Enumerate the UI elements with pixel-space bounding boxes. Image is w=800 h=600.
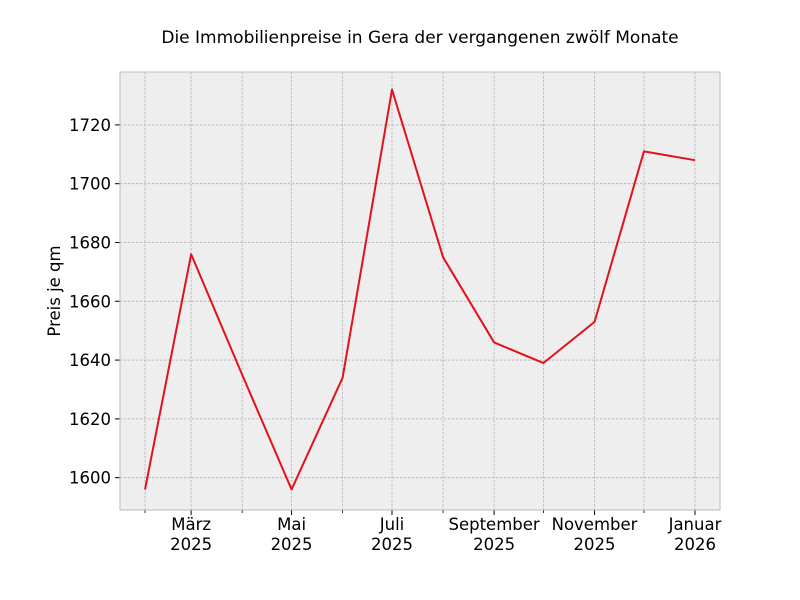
x-tick-year-label: 2026 bbox=[674, 535, 716, 554]
y-tick-label: 1660 bbox=[69, 292, 111, 311]
x-tick-year-label: 2025 bbox=[473, 535, 515, 554]
x-tick-label: Juli bbox=[379, 515, 405, 534]
x-tick-label: November bbox=[552, 515, 638, 534]
x-tick-year-label: 2025 bbox=[170, 535, 212, 554]
plot-frame bbox=[119, 71, 721, 511]
series-layer bbox=[144, 88, 696, 491]
plot-area bbox=[120, 72, 720, 510]
x-tick-label: September bbox=[448, 515, 539, 534]
y-tick-label: 1620 bbox=[69, 410, 111, 429]
x-tick-label: Mai bbox=[277, 515, 306, 534]
y-tick-label: 1600 bbox=[69, 469, 111, 488]
chart-title: Die Immobilienpreise in Gera der vergang… bbox=[161, 28, 678, 48]
x-tick-label: März bbox=[171, 515, 211, 534]
series-line bbox=[144, 88, 696, 491]
y-axis-label: Preis je qm bbox=[45, 245, 64, 336]
x-tick-label: Januar bbox=[668, 515, 722, 534]
x-tick-year-label: 2025 bbox=[574, 535, 616, 554]
x-tick-year-label: 2025 bbox=[371, 535, 413, 554]
y-tick-label: 1640 bbox=[69, 351, 111, 370]
y-tick-label: 1720 bbox=[69, 116, 111, 135]
x-tick-year-label: 2025 bbox=[271, 535, 313, 554]
axis-ticks: 1600162016401660168017001720März2025Mai2… bbox=[69, 116, 722, 554]
y-tick-label: 1680 bbox=[69, 233, 111, 252]
y-tick-label: 1700 bbox=[69, 175, 111, 194]
